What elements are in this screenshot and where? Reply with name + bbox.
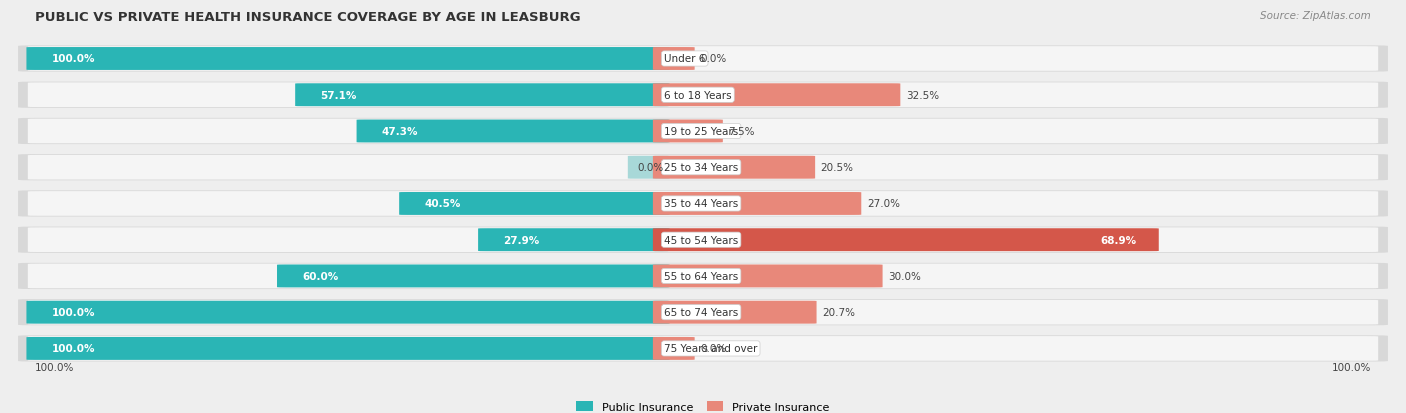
Text: 57.1%: 57.1% [321, 90, 357, 100]
Legend: Public Insurance, Private Insurance: Public Insurance, Private Insurance [576, 401, 830, 412]
FancyBboxPatch shape [652, 192, 862, 216]
Text: 25 to 34 Years: 25 to 34 Years [664, 163, 738, 173]
Text: 45 to 54 Years: 45 to 54 Years [664, 235, 738, 245]
Text: 65 to 74 Years: 65 to 74 Years [664, 307, 738, 318]
Text: 40.5%: 40.5% [425, 199, 461, 209]
Text: 19 to 25 Years: 19 to 25 Years [664, 127, 738, 137]
FancyBboxPatch shape [478, 229, 669, 252]
FancyBboxPatch shape [652, 229, 1159, 252]
FancyBboxPatch shape [28, 119, 1378, 144]
FancyBboxPatch shape [18, 191, 1388, 217]
FancyBboxPatch shape [27, 48, 669, 71]
FancyBboxPatch shape [652, 48, 695, 71]
FancyBboxPatch shape [18, 227, 1388, 253]
FancyBboxPatch shape [28, 192, 1378, 216]
Text: 100.0%: 100.0% [52, 307, 96, 318]
Text: 68.9%: 68.9% [1101, 235, 1136, 245]
Text: 20.7%: 20.7% [823, 307, 855, 318]
Text: 27.0%: 27.0% [868, 199, 900, 209]
Text: 20.5%: 20.5% [821, 163, 853, 173]
Text: 0.0%: 0.0% [700, 55, 727, 64]
FancyBboxPatch shape [28, 83, 1378, 108]
FancyBboxPatch shape [28, 47, 1378, 71]
Text: 0.0%: 0.0% [638, 163, 664, 173]
Text: 55 to 64 Years: 55 to 64 Years [664, 271, 738, 281]
Text: 27.9%: 27.9% [503, 235, 540, 245]
FancyBboxPatch shape [652, 157, 815, 179]
Text: 30.0%: 30.0% [889, 271, 921, 281]
Text: PUBLIC VS PRIVATE HEALTH INSURANCE COVERAGE BY AGE IN LEASBURG: PUBLIC VS PRIVATE HEALTH INSURANCE COVER… [35, 11, 581, 24]
FancyBboxPatch shape [652, 265, 883, 288]
FancyBboxPatch shape [652, 337, 695, 360]
Text: Under 6: Under 6 [664, 55, 706, 64]
FancyBboxPatch shape [628, 157, 669, 179]
Text: 47.3%: 47.3% [381, 127, 418, 137]
FancyBboxPatch shape [652, 120, 723, 143]
FancyBboxPatch shape [28, 300, 1378, 325]
FancyBboxPatch shape [18, 119, 1388, 145]
FancyBboxPatch shape [18, 299, 1388, 325]
FancyBboxPatch shape [652, 301, 817, 324]
FancyBboxPatch shape [28, 156, 1378, 180]
FancyBboxPatch shape [28, 336, 1378, 361]
FancyBboxPatch shape [27, 337, 669, 360]
Text: 75 Years and over: 75 Years and over [664, 344, 758, 354]
FancyBboxPatch shape [28, 264, 1378, 289]
FancyBboxPatch shape [277, 265, 669, 288]
Text: Source: ZipAtlas.com: Source: ZipAtlas.com [1260, 11, 1371, 21]
FancyBboxPatch shape [357, 120, 669, 143]
FancyBboxPatch shape [18, 263, 1388, 290]
Text: 0.0%: 0.0% [700, 344, 727, 354]
Text: 100.0%: 100.0% [52, 344, 96, 354]
Text: 100.0%: 100.0% [1331, 362, 1371, 373]
Text: 6 to 18 Years: 6 to 18 Years [664, 90, 731, 100]
FancyBboxPatch shape [652, 84, 900, 107]
Text: 32.5%: 32.5% [905, 90, 939, 100]
FancyBboxPatch shape [18, 155, 1388, 181]
Text: 60.0%: 60.0% [302, 271, 339, 281]
FancyBboxPatch shape [399, 192, 669, 216]
Text: 100.0%: 100.0% [35, 362, 75, 373]
FancyBboxPatch shape [27, 301, 669, 324]
FancyBboxPatch shape [28, 228, 1378, 252]
FancyBboxPatch shape [18, 335, 1388, 362]
FancyBboxPatch shape [18, 46, 1388, 72]
Text: 7.5%: 7.5% [728, 127, 755, 137]
Text: 35 to 44 Years: 35 to 44 Years [664, 199, 738, 209]
FancyBboxPatch shape [295, 84, 669, 107]
Text: 100.0%: 100.0% [52, 55, 96, 64]
FancyBboxPatch shape [18, 83, 1388, 109]
